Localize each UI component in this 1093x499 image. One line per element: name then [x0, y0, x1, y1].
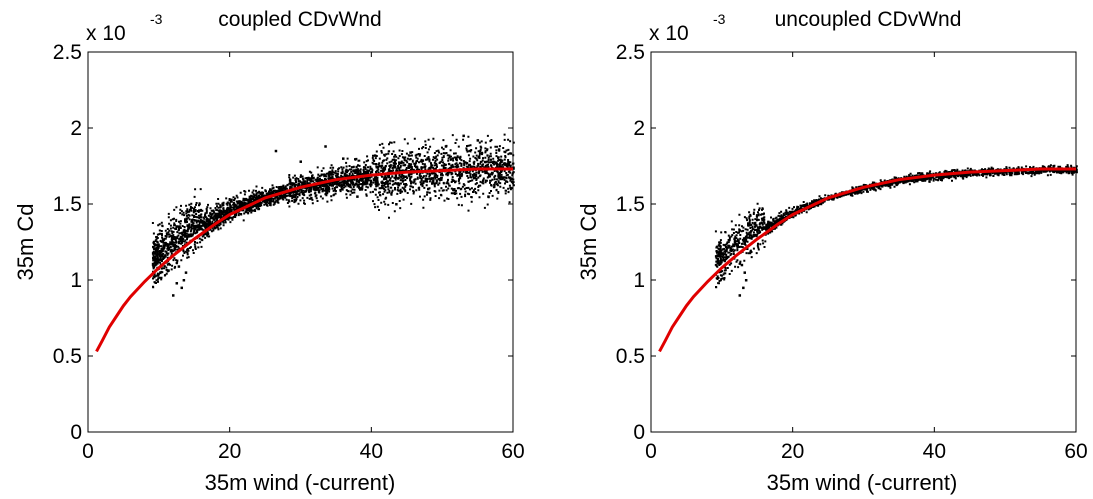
scatter-point [324, 145, 327, 148]
scatter-points [151, 133, 515, 289]
y-axis-label: 35m Cd [576, 203, 601, 280]
x-tick-label: 20 [218, 440, 241, 463]
x-ticks: 0 20 40 60 [82, 52, 525, 463]
scatter-point [177, 265, 181, 268]
y-tick-label: 0.5 [53, 345, 82, 368]
plot-frame [87, 51, 514, 433]
scatter-point [743, 271, 746, 274]
scatter-point [184, 271, 188, 274]
scatter-point [274, 149, 278, 153]
y-tick-label: 0 [633, 421, 645, 444]
y-tick-label: 1.5 [53, 193, 82, 216]
scatter-point [744, 279, 748, 282]
scatter-point [373, 154, 377, 157]
scatter-point [182, 279, 186, 282]
y-multiplier: x 10 [86, 22, 126, 45]
y-tick-label: 2.5 [616, 41, 645, 64]
y-multiplier: x 10 [649, 22, 689, 45]
y-tick-label: 2 [70, 117, 82, 140]
y-ticks: 0 0.5 1 1.5 2 2.5 [53, 41, 513, 444]
y-tick-label: 0 [70, 421, 82, 444]
scatter-point [738, 294, 742, 297]
scatter-cloud [151, 133, 515, 289]
y-multiplier-exponent: -3 [150, 11, 163, 27]
panel-coupled: 0 20 40 60 0 0.5 1 1.5 2 2.5 coupled CDvWnd 35m … [13, 8, 525, 495]
fit-curve [658, 167, 1076, 353]
fit-curve [95, 167, 513, 353]
x-tick-label: 0 [645, 440, 657, 463]
scatter-point [180, 286, 183, 290]
scatter-point [487, 195, 490, 198]
x-tick-label: 40 [923, 440, 946, 463]
x-tick-label: 20 [781, 440, 804, 463]
y-tick-label: 1 [70, 269, 82, 292]
scatter-point [427, 187, 430, 191]
scatter-point [395, 203, 398, 206]
scatter-point [476, 139, 480, 142]
y-tick-label: 1 [633, 269, 645, 292]
x-tick-label: 60 [501, 440, 524, 463]
chart-title: uncoupled CDvWnd [775, 8, 962, 31]
scatter-point [497, 148, 501, 151]
scatter-point [740, 263, 744, 267]
x-tick-label: 40 [360, 440, 383, 463]
scatter-point [175, 282, 179, 285]
y-axis-label: 35m Cd [13, 203, 38, 280]
y-tick-label: 2 [633, 117, 645, 140]
chart-title: coupled CDvWnd [218, 8, 381, 31]
y-multiplier-exponent: -3 [713, 11, 726, 27]
scatter-point [742, 286, 745, 290]
scatter-point [409, 151, 412, 154]
y-tick-label: 2.5 [53, 41, 82, 64]
y-tick-label: 0.5 [616, 345, 645, 368]
scatter-point [342, 157, 345, 160]
scatter-outliers [172, 134, 501, 297]
y-ticks: 0 0.5 1 1.5 2 2.5 [616, 41, 1076, 444]
scatter-point [172, 294, 175, 297]
scatter-outliers [738, 263, 748, 297]
x-axis-label: 35m wind (-current) [205, 470, 396, 495]
scatter-point [299, 160, 302, 163]
scatter-point [356, 195, 359, 198]
x-tick-label: 0 [82, 440, 94, 463]
y-tick-label: 1.5 [616, 193, 645, 216]
plot-frame [650, 51, 1077, 433]
panel-uncoupled: 0 20 40 60 0 0.5 1 1.5 2 2.5 uncoupled CDvWnd 35… [576, 8, 1088, 495]
x-axis-label: 35m wind (-current) [767, 470, 958, 495]
scatter-point [444, 145, 448, 148]
x-tick-label: 60 [1064, 440, 1087, 463]
scatter-point [462, 134, 465, 138]
x-ticks: 0 20 40 60 [645, 52, 1088, 463]
